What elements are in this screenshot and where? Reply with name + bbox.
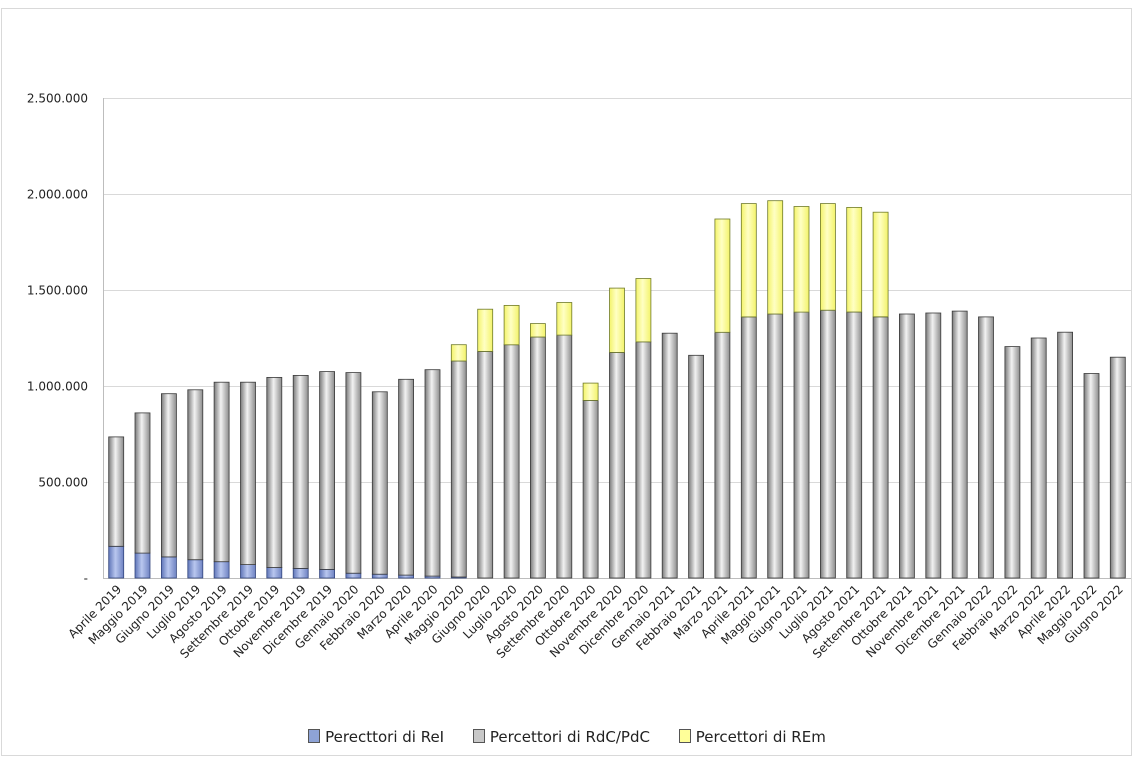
bar-segment (714, 331, 731, 579)
y-tick-label: 2.000.000 (27, 188, 88, 202)
bar-segment (345, 372, 362, 574)
bar-segment (661, 332, 678, 579)
bar-segment (530, 336, 546, 579)
legend-label-rdc: Percettori di RdC/PdC (489, 727, 650, 746)
bar-segment (820, 309, 836, 579)
legend-label-rei: Perecttori di ReI (325, 727, 445, 746)
bar-segment (371, 573, 388, 579)
bar-segment (424, 369, 441, 577)
bar-segment (872, 211, 889, 318)
legend-swatch-rem (678, 728, 691, 743)
bar-segment (160, 556, 177, 579)
bar-segment (820, 203, 836, 311)
bar-segment (160, 393, 177, 558)
bar-segment (477, 350, 494, 579)
bar-segment (240, 381, 256, 566)
bar-segment (1030, 337, 1047, 579)
bar-segment (398, 378, 415, 576)
bar-segment (793, 311, 810, 579)
bar-segment (1057, 331, 1073, 579)
bar-segment (872, 316, 889, 579)
bar-segment (609, 351, 625, 579)
bar-segment (951, 310, 968, 579)
bar-segment (134, 552, 151, 579)
bar-segment (582, 382, 599, 401)
legend-swatch-rdc (472, 728, 485, 743)
bar-segment (556, 302, 573, 336)
bar-segment (292, 374, 309, 569)
bar-segment (530, 323, 546, 338)
bar-segment (213, 381, 230, 563)
bar-segment (846, 311, 863, 579)
bar-segment (740, 203, 757, 318)
bar-segment (108, 436, 125, 547)
bar-segment (635, 341, 652, 579)
bar-segment (450, 344, 467, 362)
bar-segment (925, 312, 942, 579)
bar-segment (714, 218, 731, 333)
y-tick-label: 1.500.000 (27, 284, 88, 298)
bar-segment (609, 287, 625, 353)
bar-segment (398, 574, 415, 579)
bar-segment (556, 334, 573, 579)
y-tick-label: 500.000 (38, 476, 88, 490)
bar-segment (1109, 356, 1126, 579)
bar-segment (503, 344, 520, 579)
bar-segment (503, 304, 520, 346)
bar-segment (767, 200, 784, 315)
bar-segment (187, 559, 204, 579)
bar-segment (767, 313, 784, 579)
stacked-bar-chart: - 500.000 1.000.000 1.500.000 2.000.000 2.500… (27, 92, 1131, 661)
y-tick-label: 1.000.000 (27, 380, 88, 394)
bar-segment (319, 569, 336, 579)
bar-segment (899, 313, 915, 579)
bar-segment (108, 545, 125, 579)
y-tick-label: 2.500.000 (27, 92, 88, 106)
legend-swatch-rei (308, 728, 321, 743)
legend-item-rei: Perecttori di ReI (308, 728, 444, 746)
legend-item-rem: Percettori di REm (678, 727, 826, 746)
bar-segment (266, 376, 283, 568)
bar-segment (582, 399, 599, 579)
bar-segment (450, 360, 467, 578)
bar-segment (134, 412, 151, 554)
bar-segment (1004, 346, 1021, 579)
bar-segment (793, 206, 810, 313)
legend-item-rdc: Percettori di RdC/PdC (472, 727, 650, 746)
bar-segment (266, 567, 283, 579)
chart-legend: Perecttori di ReI Percettori di RdC/PdC … (0, 727, 1134, 746)
bar-segment (477, 308, 494, 352)
bar-segment (1083, 373, 1100, 579)
bar-segment (292, 568, 309, 579)
bar-segment (213, 561, 230, 579)
legend-label-rem: Percettori di REm (695, 727, 826, 746)
bar-segment (740, 316, 757, 579)
y-tick-label: - (84, 572, 88, 586)
bar-segment (319, 371, 336, 570)
bar-segment (978, 316, 994, 579)
bar-segment (635, 278, 652, 343)
bar-segment (345, 572, 362, 579)
bar-segment (688, 354, 704, 579)
bar-segment (240, 564, 256, 579)
bar-segment (187, 389, 204, 561)
bar-segment (371, 391, 388, 575)
bar-segment (846, 206, 863, 313)
